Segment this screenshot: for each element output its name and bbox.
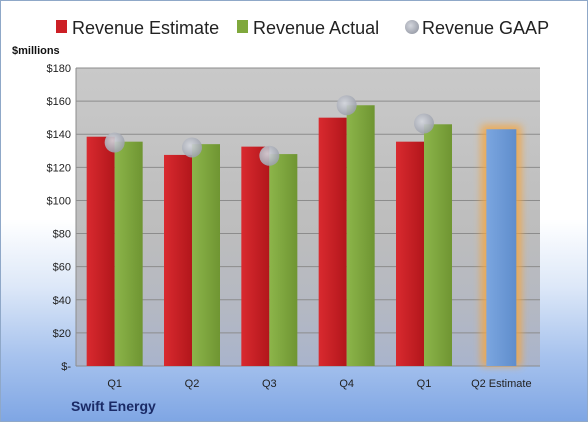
y-tick-label: $140 bbox=[47, 129, 71, 141]
y-tick-label: $20 bbox=[53, 328, 71, 340]
y-axis-ticks: $- $20 $40 $60 $80 $100 $120 $140 $160 $180 bbox=[47, 63, 72, 373]
x-tick-label: Q4 bbox=[339, 378, 354, 390]
x-axis-ticks: Q1 Q2 Q3 Q4 Q1 Q2 Estimate bbox=[107, 378, 531, 390]
x-tick-label: Q1 bbox=[417, 378, 432, 390]
marker-revenue-gaap bbox=[104, 132, 125, 153]
company-name: Swift Energy bbox=[71, 398, 156, 414]
y-tick-label: $160 bbox=[47, 96, 71, 108]
legend-swatch bbox=[405, 20, 419, 34]
gaap-markers bbox=[104, 95, 434, 166]
legend: Revenue Estimate Revenue Actual Revenue GA… bbox=[56, 18, 549, 38]
bar-revenue-estimate bbox=[164, 154, 192, 366]
y-tick-label: $100 bbox=[47, 195, 71, 207]
y-tick-label: $180 bbox=[47, 63, 71, 75]
bar-revenue-estimate bbox=[86, 136, 115, 366]
bar-revenue-actual bbox=[114, 141, 143, 366]
bar-revenue-actual bbox=[269, 154, 298, 366]
y-tick-label: $60 bbox=[53, 262, 71, 274]
bar-revenue-estimate bbox=[396, 141, 424, 366]
bar-revenue-actual bbox=[424, 124, 452, 367]
bar-revenue-actual bbox=[346, 105, 375, 366]
y-axis-unit-label: $millions bbox=[12, 45, 60, 57]
marker-revenue-gaap bbox=[182, 137, 202, 158]
legend-label: Revenue Estimate bbox=[72, 18, 219, 38]
bars bbox=[86, 105, 522, 367]
bar-q2-estimate bbox=[486, 129, 517, 366]
marker-revenue-gaap bbox=[259, 145, 280, 166]
legend-swatch bbox=[56, 20, 67, 33]
legend-label: Revenue GAAP bbox=[422, 18, 549, 38]
bar-revenue-estimate bbox=[318, 117, 347, 367]
y-tick-label: $40 bbox=[53, 295, 71, 307]
bar-revenue-estimate bbox=[241, 146, 270, 366]
marker-revenue-gaap bbox=[414, 113, 434, 134]
y-tick-label: $80 bbox=[53, 229, 71, 241]
x-tick-label: Q2 Estimate bbox=[471, 378, 532, 390]
plot-area bbox=[76, 68, 540, 366]
gridlines bbox=[75, 67, 540, 367]
y-tick-label: $- bbox=[61, 361, 71, 373]
x-tick-label: Q2 bbox=[185, 378, 200, 390]
x-tick-label: Q1 bbox=[107, 378, 122, 390]
y-tick-label: $120 bbox=[47, 162, 71, 174]
legend-label: Revenue Actual bbox=[253, 18, 379, 38]
marker-revenue-gaap bbox=[336, 95, 357, 116]
x-tick-label: Q3 bbox=[262, 378, 277, 390]
bar-revenue-actual bbox=[192, 144, 220, 366]
legend-swatch bbox=[237, 20, 248, 33]
